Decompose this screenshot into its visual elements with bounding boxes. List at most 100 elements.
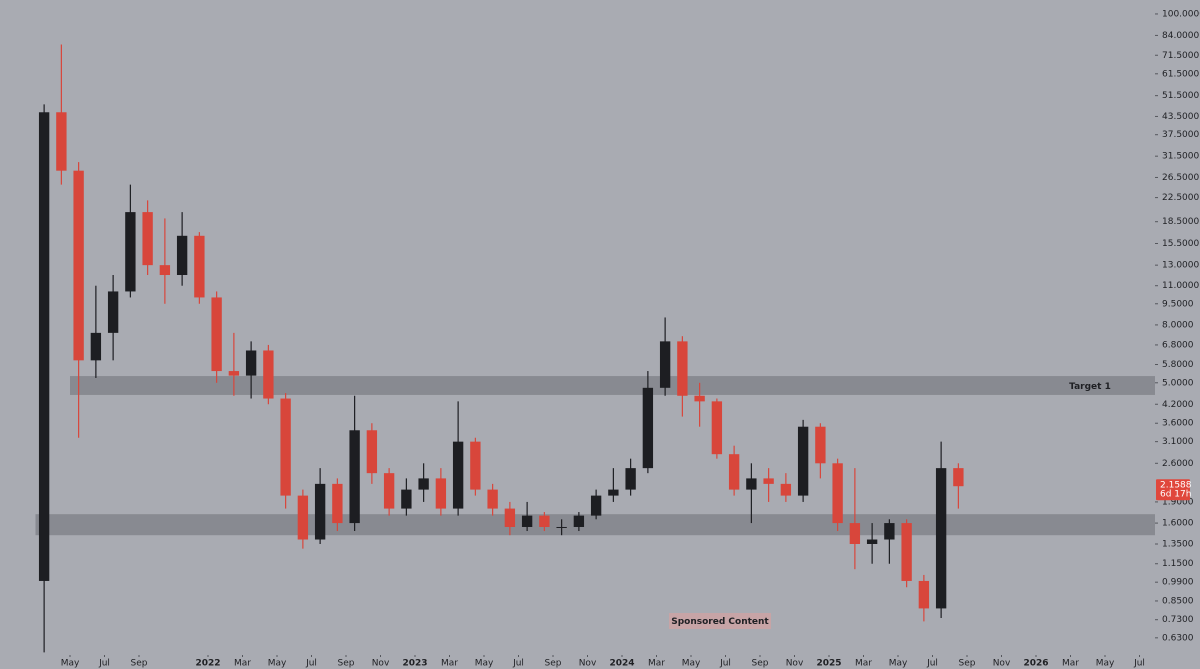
- y-tick-label: 6.8000: [1162, 340, 1194, 350]
- candle-body: [815, 426, 826, 464]
- x-tick-label: Jul: [926, 659, 938, 669]
- y-tick-label: 71.5000: [1162, 51, 1199, 61]
- candle-body: [763, 478, 774, 484]
- candle-body: [797, 426, 809, 496]
- x-tick-label: Sep: [752, 659, 769, 669]
- candle-body: [401, 489, 412, 509]
- candle-body: [142, 212, 153, 266]
- y-tick-label: 4.2000: [1162, 400, 1194, 410]
- y-tick-label: 51.5000: [1162, 91, 1199, 101]
- y-tick-label: 0.7300: [1162, 615, 1194, 625]
- y-tick-label: 2.6000: [1162, 459, 1194, 469]
- candle-body: [383, 473, 395, 509]
- x-tick-label: Sep: [545, 659, 562, 669]
- candle-body: [332, 483, 343, 524]
- y-tick-label: 43.5000: [1162, 112, 1199, 122]
- price-label: 2.1588: [1160, 481, 1192, 491]
- candle-body: [349, 430, 360, 524]
- candle-body: [73, 170, 84, 361]
- x-tick-label: 2025: [816, 659, 841, 669]
- x-tick-label: Nov: [372, 659, 390, 669]
- y-tick-label: 22.5000: [1162, 193, 1199, 203]
- y-tick-label: 1.9000: [1162, 497, 1194, 507]
- y-tick-label: 9.5000: [1162, 299, 1194, 309]
- y-tick-label: 61.5000: [1162, 69, 1199, 79]
- candle-body: [56, 112, 67, 171]
- zone-label: Target 1: [1069, 382, 1111, 392]
- x-tick-label: May: [889, 659, 908, 669]
- candle-body: [107, 291, 119, 333]
- candle-body: [746, 478, 757, 490]
- candle-body: [573, 515, 585, 527]
- y-tick-label: 5.0000: [1162, 378, 1194, 388]
- candle-body: [832, 463, 843, 524]
- x-tick-label: Nov: [786, 659, 804, 669]
- x-tick-label: 2024: [609, 659, 634, 669]
- sponsor-badge: [669, 613, 771, 629]
- y-tick-label: 5.8000: [1162, 360, 1194, 370]
- candle-body: [539, 515, 550, 527]
- candle-body: [280, 398, 291, 496]
- y-tick-label: 1.3500: [1162, 539, 1194, 549]
- x-tick-label: 2023: [402, 659, 427, 669]
- candle-body: [884, 523, 895, 540]
- candle-body: [849, 523, 861, 544]
- y-tick-label: 100.0000: [1162, 9, 1200, 19]
- x-tick-label: Sep: [959, 659, 976, 669]
- y-tick-label: 0.8500: [1162, 596, 1194, 606]
- candle-body: [125, 212, 136, 292]
- x-tick-label: Mar: [1062, 659, 1079, 669]
- candle-body: [418, 478, 429, 490]
- candle-body: [866, 539, 878, 544]
- candle-body: [159, 265, 171, 276]
- x-tick-label: May: [475, 659, 494, 669]
- candle-body: [470, 441, 481, 490]
- candle-body: [245, 350, 257, 376]
- y-tick-label: 11.0000: [1162, 281, 1199, 291]
- candle-body: [780, 483, 792, 496]
- x-tick-label: Sep: [131, 659, 148, 669]
- x-tick-label: Sep: [338, 659, 355, 669]
- x-tick-label: Mar: [648, 659, 665, 669]
- y-tick-label: 26.5000: [1162, 173, 1199, 183]
- candle-body: [263, 350, 274, 399]
- candle-body: [935, 468, 947, 609]
- y-tick-label: 3.1000: [1162, 437, 1194, 447]
- x-tick-label: 2026: [1023, 659, 1048, 669]
- candle-body: [435, 478, 447, 509]
- x-tick-label: Jul: [305, 659, 317, 669]
- candle-body: [590, 495, 602, 516]
- y-tick-label: 18.5000: [1162, 217, 1199, 227]
- price-badge: [1156, 479, 1190, 501]
- candle-body: [659, 341, 671, 388]
- x-tick-label: May: [682, 659, 701, 669]
- x-tick-label: Mar: [234, 659, 251, 669]
- price-countdown: 6d 17h: [1160, 490, 1191, 500]
- y-tick-label: 15.5000: [1162, 239, 1199, 249]
- x-tick-label: Jul: [512, 659, 524, 669]
- y-tick-label: 37.5000: [1162, 130, 1199, 140]
- candle-body: [487, 489, 498, 509]
- y-tick-label: 1.6000: [1162, 519, 1194, 529]
- x-tick-label: 2022: [195, 659, 220, 669]
- candle-body: [711, 401, 723, 455]
- candle-body: [366, 430, 378, 474]
- candle-body: [901, 523, 912, 581]
- candle-body: [728, 454, 740, 490]
- x-tick-label: Nov: [579, 659, 597, 669]
- y-tick-label: 8.0000: [1162, 320, 1194, 330]
- x-tick-label: Jul: [98, 659, 110, 669]
- y-tick-label: 31.5000: [1162, 152, 1199, 162]
- candle-body: [314, 483, 326, 540]
- candle-body: [918, 580, 930, 609]
- candle-body: [556, 526, 567, 528]
- y-tick-label: 13.0000: [1162, 261, 1199, 271]
- x-tick-label: May: [268, 659, 287, 669]
- x-tick-label: Mar: [855, 659, 872, 669]
- y-tick-label: 0.9900: [1162, 578, 1194, 588]
- candle-body: [90, 332, 102, 361]
- candle-body: [194, 235, 205, 298]
- candle-body: [608, 489, 619, 496]
- y-tick-label: 1.1500: [1162, 559, 1194, 569]
